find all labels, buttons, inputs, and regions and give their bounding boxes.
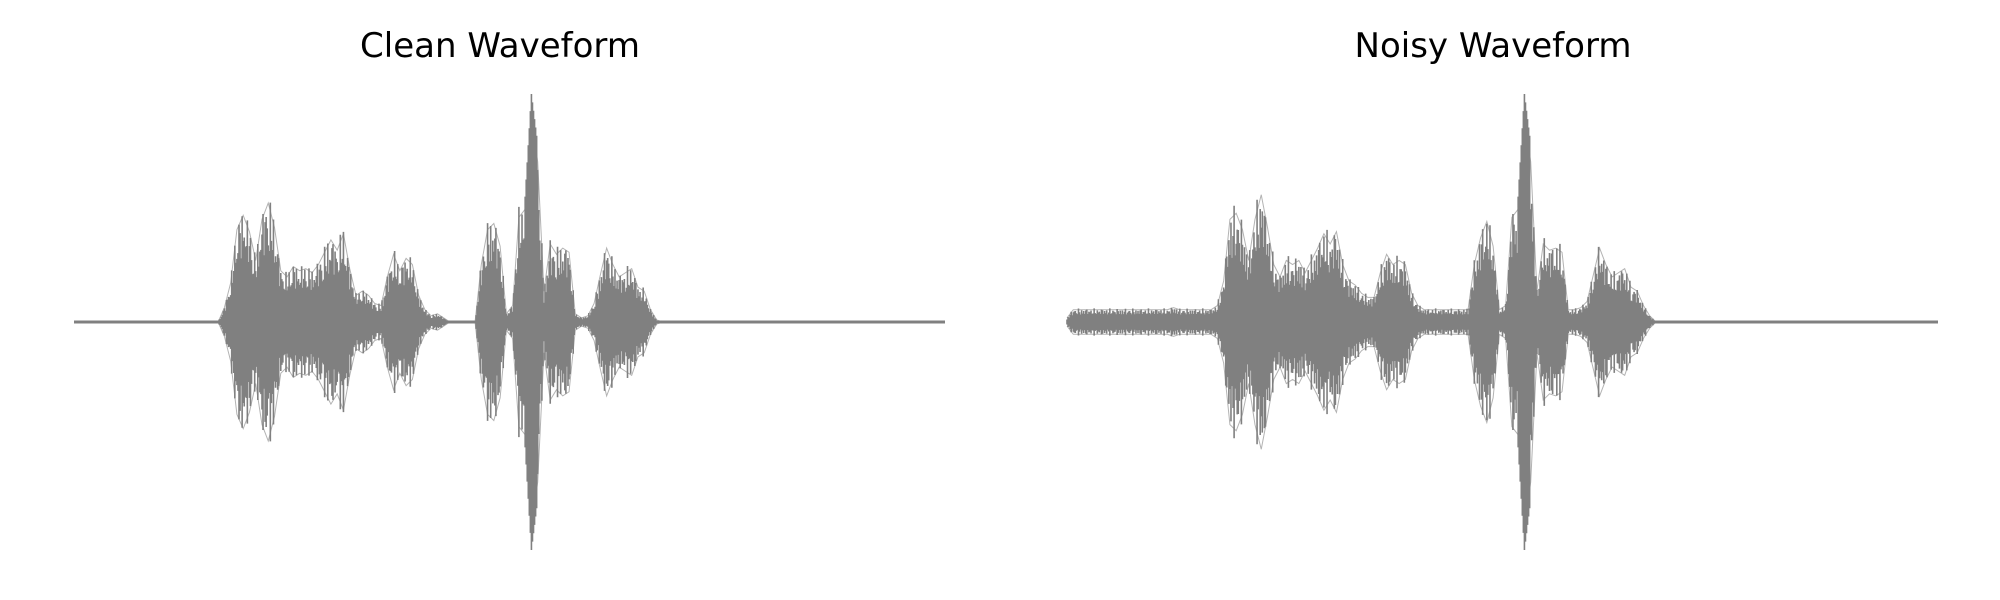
clean-waveform-plot: [74, 94, 945, 550]
waveform-upper-envelope: [74, 116, 945, 323]
waveform-series: [1066, 94, 1938, 550]
waveform-line: [218, 94, 662, 550]
noisy-waveform-title: Noisy Waveform: [1354, 26, 1632, 66]
waveform-lower-envelope: [1066, 321, 1938, 528]
clean-waveform-title: Clean Waveform: [360, 26, 640, 66]
waveform-upper-envelope: [1066, 116, 1938, 323]
clean-waveform-panel: Clean Waveform: [74, 26, 945, 550]
waveform-lower-envelope: [74, 321, 945, 528]
waveform-line: [1066, 94, 1656, 550]
noisy-waveform-plot: [1066, 94, 1938, 550]
noisy-waveform-panel: Noisy Waveform: [993, 0, 1993, 600]
waveform-series: [74, 94, 945, 550]
